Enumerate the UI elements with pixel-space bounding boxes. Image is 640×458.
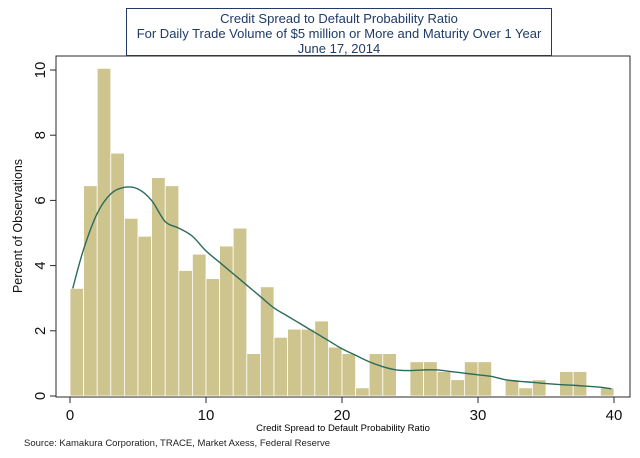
histogram-bar-4 [124,217,139,397]
histogram-bar-9 [191,253,207,397]
histogram-bar-19 [327,346,343,397]
axes: 0 2 4 6 8 10 0 10 20 30 40 [32,62,622,424]
source-note: Source: Kamakura Corporation, TRACE, Mar… [24,438,331,449]
y-tick-label-2: 2 [32,327,49,335]
y-tick-label-10: 10 [32,62,49,79]
chart-date: June 17, 2014 [297,41,381,56]
histogram-bar-28 [463,361,479,397]
histogram-bar-10 [205,278,221,397]
x-tick-label-30: 30 [470,407,487,424]
histogram-bar-35 [600,387,615,397]
histogram-bar-16 [287,328,302,397]
x-axis-label: Credit Spread to Default Probability Rat… [256,423,430,434]
histogram-bar-0 [69,288,85,397]
histogram-bar-27 [450,379,465,397]
histogram-bar-20 [341,353,357,397]
chart-title-box: Credit Spread to Default Probability Rat… [126,8,552,56]
histogram-bar-29 [477,361,493,397]
y-tick-label-0: 0 [32,392,49,400]
histogram-bar-21 [355,387,370,397]
histogram-bar-15 [273,336,289,397]
histogram-bar-5 [137,235,153,397]
histogram-bar-23 [382,353,397,397]
y-axis-label: Percent of Observations [11,159,25,293]
histogram-bar-7 [164,185,180,397]
chart-title: Credit Spread to Default Probability Rat… [220,11,458,26]
histogram-bar-12 [232,227,248,397]
histogram-bar-26 [436,371,452,397]
histogram-bar-31 [518,387,533,397]
histogram-bar-8 [178,270,193,397]
histogram-bar-18 [314,320,329,397]
histogram-bar-17 [300,328,316,397]
histogram-bar-13 [246,353,261,397]
bars [69,67,615,397]
x-tick-label-0: 0 [66,407,74,424]
histogram-bar-30 [504,379,520,397]
y-tick-label-4: 4 [32,261,49,269]
histogram-bar-24 [409,361,425,397]
density-curve [72,186,612,390]
y-tick-label-6: 6 [32,196,49,204]
x-tick-label-10: 10 [198,407,215,424]
histogram-bar-2 [96,67,112,397]
x-tick-label-20: 20 [334,407,351,424]
histogram-bar-33 [559,371,574,397]
histogram-bar-34 [572,371,588,397]
histogram-bar-22 [368,353,384,397]
histogram-bar-25 [423,361,438,397]
y-tick-label-8: 8 [32,131,49,139]
chart-subtitle: For Daily Trade Volume of $5 million or … [136,26,542,41]
x-tick-label-40: 40 [606,407,623,424]
